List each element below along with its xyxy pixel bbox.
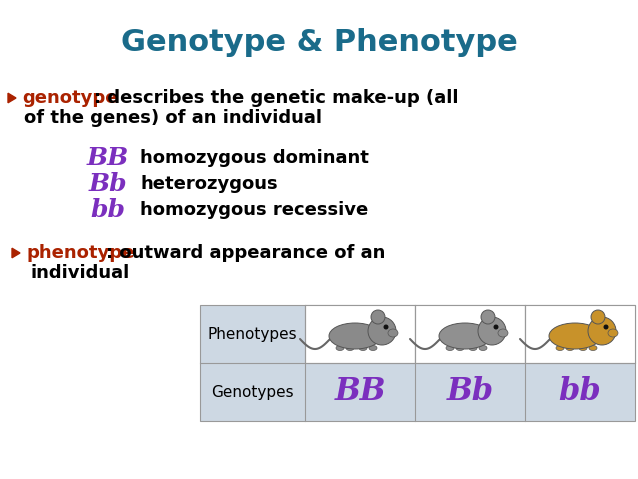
Text: bb: bb [91, 198, 126, 222]
Ellipse shape [579, 345, 587, 351]
Text: : outward appearance of an: : outward appearance of an [106, 244, 385, 262]
Circle shape [604, 324, 609, 330]
Ellipse shape [469, 345, 477, 351]
Ellipse shape [439, 323, 491, 349]
Ellipse shape [388, 329, 398, 337]
Bar [200, 305, 635, 421]
Ellipse shape [549, 323, 601, 349]
Bar [305, 305, 415, 363]
Polygon shape [8, 93, 16, 103]
Ellipse shape [589, 345, 597, 351]
Circle shape [588, 317, 616, 345]
Ellipse shape [566, 345, 574, 351]
Ellipse shape [456, 345, 464, 351]
Text: phenotype: phenotype [26, 244, 135, 262]
Ellipse shape [446, 345, 454, 351]
Polygon shape [12, 248, 20, 258]
Bar [415, 305, 525, 363]
Text: Genotype & Phenotype: Genotype & Phenotype [121, 27, 517, 57]
Ellipse shape [479, 345, 487, 351]
Circle shape [591, 310, 605, 324]
Text: individual: individual [30, 264, 130, 282]
Bar [525, 305, 635, 363]
Ellipse shape [346, 345, 354, 351]
Ellipse shape [336, 345, 344, 351]
Text: bb: bb [559, 376, 602, 408]
Text: BB: BB [87, 146, 129, 170]
Text: homozygous recessive: homozygous recessive [140, 201, 368, 219]
Ellipse shape [556, 345, 564, 351]
Text: Genotypes: Genotypes [211, 385, 294, 399]
Ellipse shape [498, 329, 508, 337]
Text: Bb: Bb [447, 376, 494, 408]
Text: Bb: Bb [89, 172, 128, 196]
Circle shape [478, 317, 506, 345]
Ellipse shape [329, 323, 381, 349]
Circle shape [481, 310, 495, 324]
Text: : describes the genetic make-up (all: : describes the genetic make-up (all [94, 89, 459, 107]
Text: homozygous dominant: homozygous dominant [140, 149, 369, 167]
Circle shape [383, 324, 389, 330]
Text: heterozygous: heterozygous [140, 175, 278, 193]
Ellipse shape [359, 345, 367, 351]
Circle shape [494, 324, 498, 330]
Circle shape [371, 310, 385, 324]
Text: genotype: genotype [22, 89, 117, 107]
Text: Phenotypes: Phenotypes [208, 327, 297, 342]
Ellipse shape [608, 329, 618, 337]
Text: of the genes) of an individual: of the genes) of an individual [24, 109, 322, 127]
Ellipse shape [369, 345, 377, 351]
Text: BB: BB [334, 376, 386, 408]
Circle shape [368, 317, 396, 345]
